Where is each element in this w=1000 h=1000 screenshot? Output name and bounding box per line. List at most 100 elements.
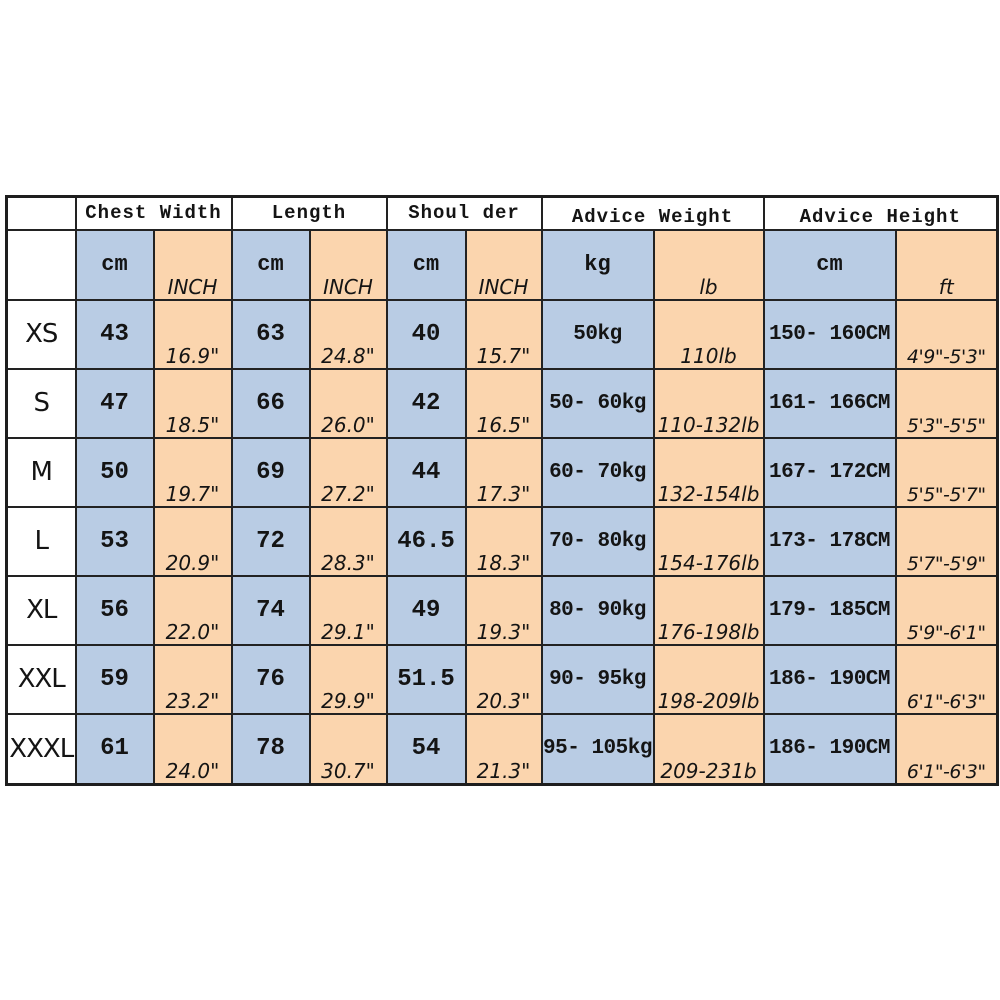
size-label: XXL [5,643,77,715]
unit-height-cm: cm [762,228,897,301]
shoulder-cm-cell: 54 [385,712,467,786]
shoulder-inch-cell: 17.3" [464,436,543,508]
length-cm-cell: 72 [230,505,311,577]
shoulder-inch-cell: 18.3" [464,505,543,577]
table-row-m: M 50 19.7" 69 27.2" 44 17.3" 60- 70kg 13… [5,436,999,508]
weight-lb-cell: 132-154lb [652,436,765,508]
unit-chest-inch: INCH [152,228,233,301]
length-cm-cell: 63 [230,298,311,370]
unit-shoulder-cm: cm [385,228,467,301]
weight-kg-cell: 90- 95kg [540,643,655,715]
unit-weight-lb: lb [652,228,765,301]
table-row-xxl: XXL 59 23.2" 76 29.9" 51.5 20.3" 90- 95k… [5,643,999,715]
chest-inch-cell: 22.0" [152,574,233,646]
weight-lb-cell: 198-209lb [652,643,765,715]
shoulder-inch-cell: 16.5" [464,367,543,439]
header-advice-weight: Advice Weight [540,195,765,231]
chest-cm-cell: 43 [74,298,155,370]
table-row-l: L 53 20.9" 72 28.3" 46.5 18.3" 70- 80kg … [5,505,999,577]
chest-inch-cell: 18.5" [152,367,233,439]
weight-lb-cell: 209-231b [652,712,765,786]
shoulder-cm-cell: 42 [385,367,467,439]
shoulder-inch-cell: 15.7" [464,298,543,370]
height-cm-cell: 186- 190CM [762,712,897,786]
weight-kg-cell: 80- 90kg [540,574,655,646]
height-ft-cell: 6'1"-6'3" [894,643,999,715]
unit-chest-cm: cm [74,228,155,301]
length-inch-cell: 29.1" [308,574,388,646]
shoulder-inch-cell: 21.3" [464,712,543,786]
shoulder-inch-cell: 20.3" [464,643,543,715]
header-shoulder: Shoul der [385,195,543,231]
size-label: XL [5,574,77,646]
table-row-s: S 47 18.5" 66 26.0" 42 16.5" 50- 60kg 11… [5,367,999,439]
weight-kg-cell: 50- 60kg [540,367,655,439]
chest-cm-cell: 50 [74,436,155,508]
header-length: Length [230,195,388,231]
table-row-xxxl: XXXL 61 24.0" 78 30.7" 54 21.3" 95- 105k… [5,712,999,786]
unit-length-inch: INCH [308,228,388,301]
unit-weight-kg: kg [540,228,655,301]
chest-inch-cell: 19.7" [152,436,233,508]
chest-cm-cell: 56 [74,574,155,646]
table-row-xs: XS 43 16.9" 63 24.8" 40 15.7" 50kg 110lb… [5,298,999,370]
chest-inch-cell: 20.9" [152,505,233,577]
unit-shoulder-inch: INCH [464,228,543,301]
length-cm-cell: 74 [230,574,311,646]
weight-lb-cell: 176-198lb [652,574,765,646]
length-inch-cell: 30.7" [308,712,388,786]
size-label: M [5,436,77,508]
chest-inch-cell: 16.9" [152,298,233,370]
size-chart-table: Chest Width Length Shoul der Advice Weig… [5,195,999,786]
length-inch-cell: 27.2" [308,436,388,508]
length-inch-cell: 26.0" [308,367,388,439]
size-label: L [5,505,77,577]
unit-height-ft: ft [894,228,999,301]
length-inch-cell: 28.3" [308,505,388,577]
weight-lb-cell: 154-176lb [652,505,765,577]
length-cm-cell: 76 [230,643,311,715]
height-ft-cell: 5'7"-5'9" [894,505,999,577]
shoulder-cm-cell: 51.5 [385,643,467,715]
height-ft-cell: 4'9"-5'3" [894,298,999,370]
height-ft-cell: 5'3"-5'5" [894,367,999,439]
shoulder-cm-cell: 46.5 [385,505,467,577]
corner-cell-2 [5,228,77,301]
header-row: Chest Width Length Shoul der Advice Weig… [5,195,999,231]
length-inch-cell: 29.9" [308,643,388,715]
header-advice-height: Advice Height [762,195,999,231]
length-cm-cell: 69 [230,436,311,508]
corner-cell [5,195,77,231]
table-row-xl: XL 56 22.0" 74 29.1" 49 19.3" 80- 90kg 1… [5,574,999,646]
height-cm-cell: 150- 160CM [762,298,897,370]
shoulder-cm-cell: 49 [385,574,467,646]
weight-kg-cell: 95- 105kg [540,712,655,786]
length-cm-cell: 66 [230,367,311,439]
shoulder-cm-cell: 44 [385,436,467,508]
header-chest-width: Chest Width [74,195,233,231]
unit-length-cm: cm [230,228,311,301]
size-label: S [5,367,77,439]
shoulder-inch-cell: 19.3" [464,574,543,646]
chest-cm-cell: 53 [74,505,155,577]
chest-cm-cell: 61 [74,712,155,786]
weight-lb-cell: 110lb [652,298,765,370]
height-cm-cell: 161- 166CM [762,367,897,439]
height-cm-cell: 186- 190CM [762,643,897,715]
chest-inch-cell: 23.2" [152,643,233,715]
unit-row: cm INCH cm INCH cm INCH kg lb cm ft [5,228,999,301]
length-cm-cell: 78 [230,712,311,786]
chest-cm-cell: 47 [74,367,155,439]
weight-kg-cell: 60- 70kg [540,436,655,508]
size-label: XXXL [5,712,77,786]
height-ft-cell: 6'1"-6'3" [894,712,999,786]
size-label: XS [5,298,77,370]
length-inch-cell: 24.8" [308,298,388,370]
height-cm-cell: 167- 172CM [762,436,897,508]
weight-lb-cell: 110-132lb [652,367,765,439]
height-cm-cell: 173- 178CM [762,505,897,577]
shoulder-cm-cell: 40 [385,298,467,370]
weight-kg-cell: 70- 80kg [540,505,655,577]
height-ft-cell: 5'5"-5'7" [894,436,999,508]
